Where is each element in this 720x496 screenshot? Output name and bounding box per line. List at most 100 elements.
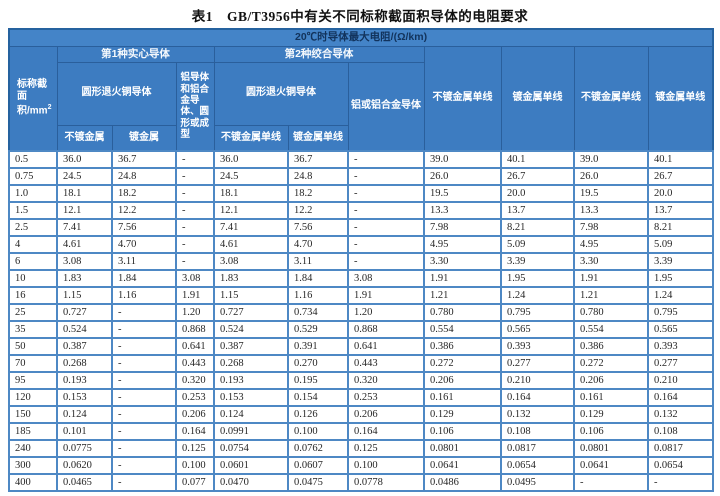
resistance-value-cell: 0.524 — [56, 320, 113, 340]
resistance-value-cell: 0.386 — [423, 337, 502, 357]
table-row: 50 0.387-0.641 0.387 0.391 0.641 0.386 0.393 0.… — [8, 337, 715, 357]
resistance-value-cell: 3.11 — [111, 252, 177, 272]
resistance-value-cell: - — [175, 150, 215, 170]
resistance-value-cell: 0.795 — [646, 303, 715, 323]
header-plated: 镀金属 — [111, 124, 177, 152]
header-nominal-area: 标称截面积/mm2 — [8, 45, 58, 152]
resistance-value-cell: 0.206 — [347, 405, 425, 425]
resistance-value-cell: - — [111, 303, 177, 323]
resistance-value-cell: 39.0 — [423, 150, 502, 170]
resistance-value-cell: 3.08 — [347, 269, 425, 289]
resistance-value-cell: 13.7 — [500, 201, 575, 221]
resistance-value-cell: 12.2 — [287, 201, 349, 221]
resistance-value-cell: 36.0 — [56, 150, 113, 170]
resistance-value-cell: 13.7 — [646, 201, 715, 221]
resistance-value-cell: 0.443 — [175, 354, 215, 374]
resistance-value-cell: 13.3 — [573, 201, 649, 221]
resistance-value-cell: 3.08 — [175, 269, 215, 289]
resistance-value-cell: 0.0601 — [213, 456, 289, 476]
resistance-value-cell: 0.164 — [646, 388, 715, 408]
table-row: 120 0.153-0.253 0.153 0.154 0.253 0.161 0.164 0… — [8, 388, 715, 408]
header-unplated: 不镀金属 — [56, 124, 113, 152]
resistance-value-cell: 0.126 — [287, 405, 349, 425]
resistance-value-cell: 0.641 — [175, 337, 215, 357]
resistance-value-cell: 0.124 — [213, 405, 289, 425]
resistance-value-cell: 0.0641 — [423, 456, 502, 476]
resistance-value-cell: 19.5 — [423, 184, 502, 204]
table-row: 2.5 7.41 7.56-7.41 7.56-7.98 8.21 7.98 8.21 — [8, 218, 715, 238]
resistance-value-cell: 0.387 — [56, 337, 113, 357]
resistance-value-cell: 0.277 — [646, 354, 715, 374]
resistance-value-cell: - — [347, 252, 425, 272]
resistance-value-cell: 0.524 — [213, 320, 289, 340]
table-row: 4 4.61 4.70-4.61 4.70-4.95 5.09 4.95 5.09 — [8, 235, 715, 255]
resistance-value-cell: 26.0 — [573, 167, 649, 187]
resistance-value-cell: 1.24 — [500, 286, 575, 306]
resistance-value-cell: 0.153 — [56, 388, 113, 408]
resistance-value-cell: 20.0 — [500, 184, 575, 204]
resistance-value-cell: 1.24 — [646, 286, 715, 306]
table-row: 6 3.08 3.11-3.08 3.11-3.30 3.39 3.30 3.39 — [8, 252, 715, 272]
resistance-value-cell: 1.84 — [111, 269, 177, 289]
resistance-value-cell: 0.125 — [347, 439, 425, 459]
resistance-value-cell: - — [347, 218, 425, 238]
resistance-value-cell: 1.91 — [573, 269, 649, 289]
resistance-value-cell: - — [347, 167, 425, 187]
nominal-area-superscript: 2 — [47, 103, 52, 111]
resistance-value-cell: 0.129 — [423, 405, 502, 425]
resistance-value-cell: 1.15 — [213, 286, 289, 306]
area-cell: 400 — [8, 473, 58, 493]
header-plated-wire-col9: 镀金属单线 — [500, 45, 575, 152]
resistance-value-cell: 0.101 — [56, 422, 113, 442]
area-cell: 10 — [8, 269, 58, 289]
area-cell: 240 — [8, 439, 58, 459]
resistance-value-cell: - — [175, 252, 215, 272]
resistance-value-cell: 20.0 — [646, 184, 715, 204]
resistance-value-cell: 0.529 — [287, 320, 349, 340]
table-row: 240 0.0775-0.125 0.0754 0.0762 0.125 0.0801 0.… — [8, 439, 715, 459]
resistance-value-cell: - — [111, 473, 177, 493]
resistance-value-cell: 1.95 — [500, 269, 575, 289]
resistance-value-cell: 0.210 — [646, 371, 715, 391]
resistance-value-cell: 3.30 — [423, 252, 502, 272]
resistance-value-cell: 4.95 — [423, 235, 502, 255]
table-row: 0.5 36.0 36.7-36.0 36.7-39.0 40.1 39.0 40.1 — [8, 150, 715, 170]
resistance-value-cell: - — [347, 201, 425, 221]
resistance-value-cell: 39.0 — [573, 150, 649, 170]
resistance-value-cell: 0.100 — [175, 456, 215, 476]
header-unplated-wire: 不镀金属单线 — [213, 124, 289, 152]
table-row: 10 1.83 1.84 3.08 1.83 1.84 3.08 1.91 1.95 1.91 1.… — [8, 269, 715, 289]
area-cell: 4 — [8, 235, 58, 255]
table-title: 表1 GB/T3956中有关不同标称截面积导体的电阻要求 — [191, 9, 529, 24]
resistance-value-cell: 0.132 — [646, 405, 715, 425]
header-unplated-wire-col10: 不镀金属单线 — [573, 45, 649, 152]
resistance-value-cell: 26.7 — [500, 167, 575, 187]
area-cell: 50 — [8, 337, 58, 357]
header-aluminum-stranded: 铝或铝合金导体 — [347, 61, 425, 152]
table-row: 16 1.15 1.16 1.91 1.15 1.16 1.91 1.21 1.24 1.21 1.… — [8, 286, 715, 306]
resistance-value-cell: 0.727 — [56, 303, 113, 323]
resistance-value-cell: - — [175, 218, 215, 238]
resistance-value-cell: 0.153 — [213, 388, 289, 408]
resistance-value-cell: 0.195 — [287, 371, 349, 391]
resistance-value-cell: 0.0465 — [56, 473, 113, 493]
resistance-value-cell: - — [111, 320, 177, 340]
resistance-value-cell: 0.272 — [573, 354, 649, 374]
header-annealed-copper-stranded: 圆形退火铜导体 — [213, 61, 349, 126]
resistance-value-cell: 0.0991 — [213, 422, 289, 442]
resistance-value-cell: - — [111, 456, 177, 476]
area-cell: 25 — [8, 303, 58, 323]
resistance-value-cell: 0.0775 — [56, 439, 113, 459]
resistance-value-cell: 0.443 — [347, 354, 425, 374]
resistance-value-cell: 1.91 — [175, 286, 215, 306]
resistance-value-cell: 18.1 — [56, 184, 113, 204]
header-max-resistance: 20℃时导体最大电阻/(Ω/km) — [8, 28, 714, 47]
resistance-value-cell: 0.727 — [213, 303, 289, 323]
resistance-value-cell: 0.0495 — [500, 473, 575, 493]
resistance-value-cell: 0.641 — [347, 337, 425, 357]
resistance-value-cell: 7.41 — [56, 218, 113, 238]
resistance-value-cell: 0.164 — [500, 388, 575, 408]
resistance-value-cell: 1.15 — [56, 286, 113, 306]
resistance-value-cell: 0.129 — [573, 405, 649, 425]
